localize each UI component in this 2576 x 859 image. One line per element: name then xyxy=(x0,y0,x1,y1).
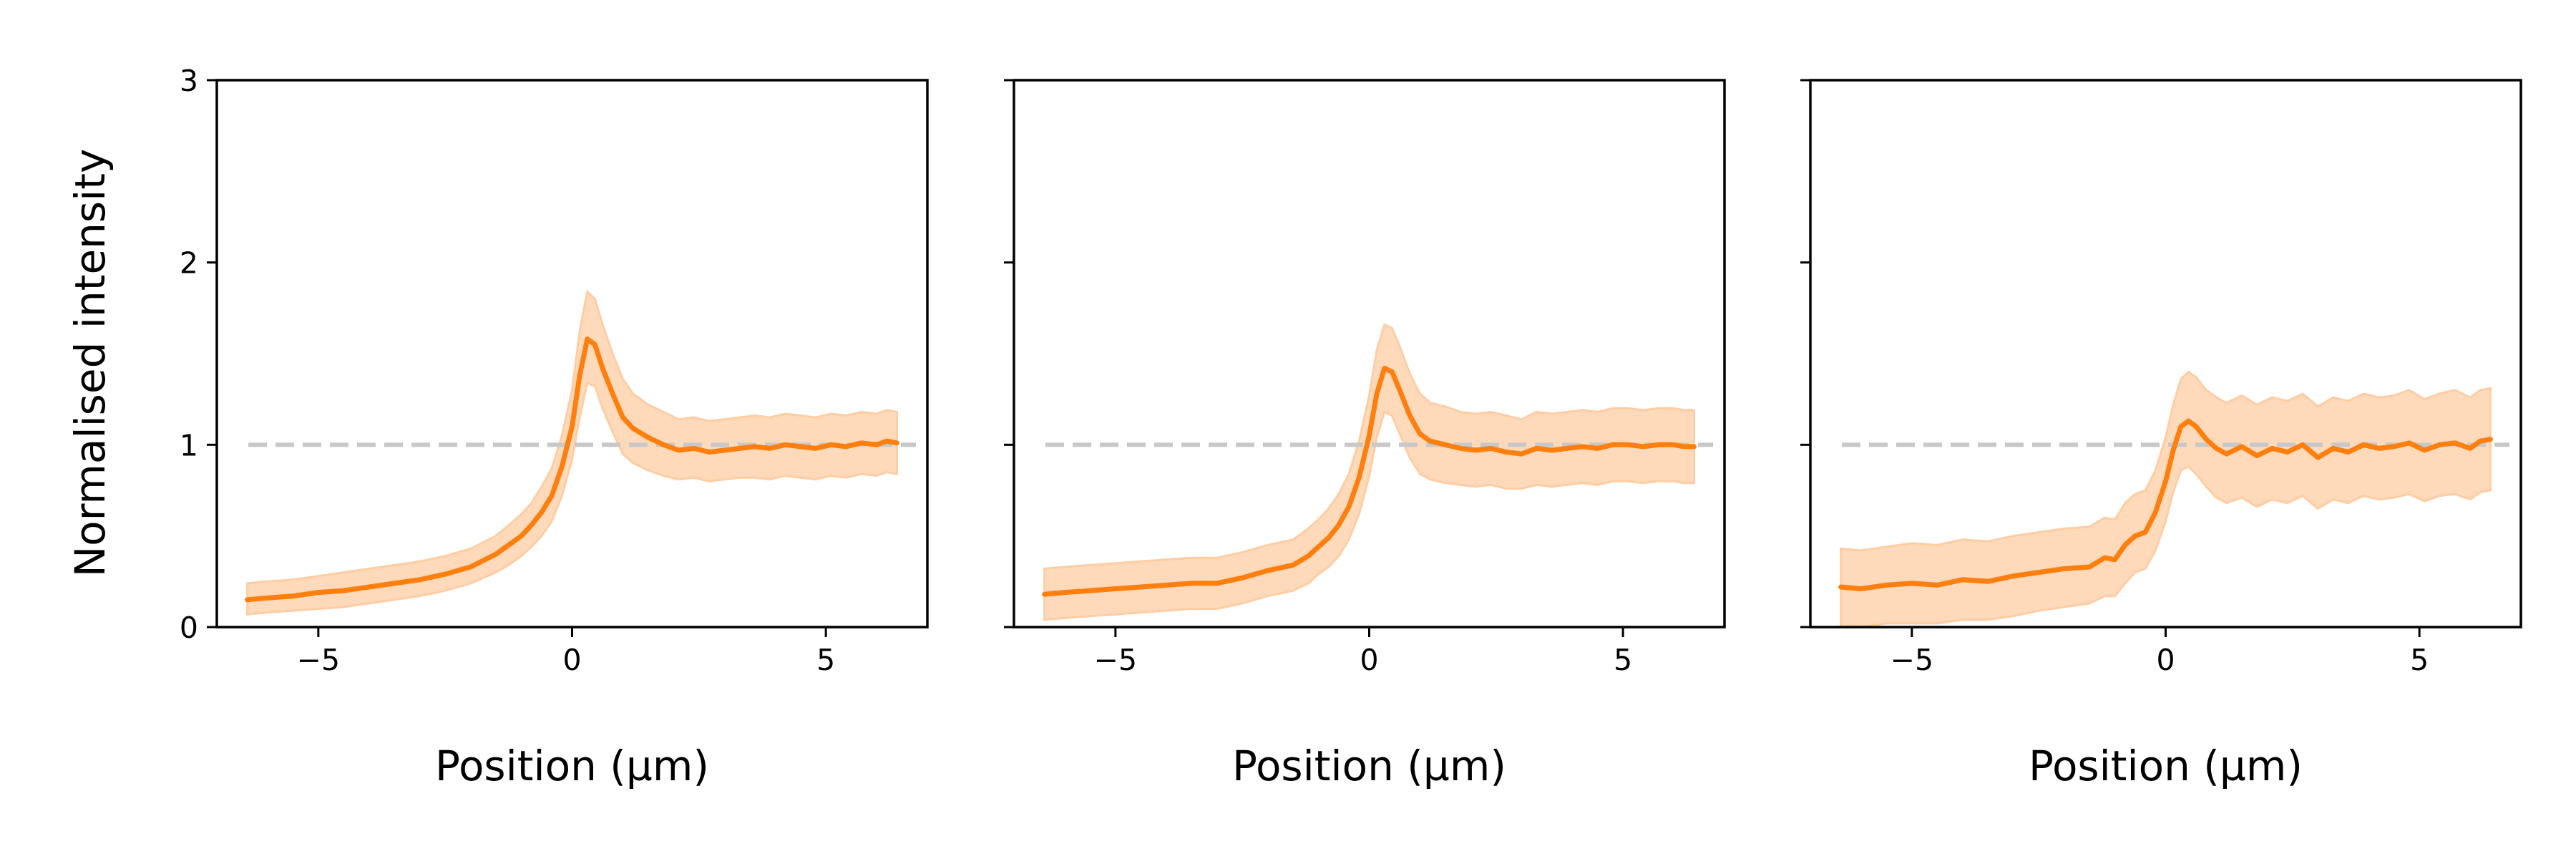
series-line xyxy=(1042,365,1697,597)
y-tick-label: 3 xyxy=(180,64,198,98)
x-axis-label: Position (µm) xyxy=(2029,742,2303,790)
error-band xyxy=(1840,370,2492,627)
x-tick-label: 5 xyxy=(816,643,835,677)
panel-2: −5 0 5 Position (µm) xyxy=(1004,79,1726,790)
series-line xyxy=(1838,418,2493,591)
y-tick-label: 1 xyxy=(180,428,198,462)
series-line xyxy=(245,336,899,603)
x-tick-label: 5 xyxy=(2410,643,2429,677)
x-axis-label: Position (µm) xyxy=(435,742,709,790)
x-tick-label: 5 xyxy=(1614,643,1632,677)
x-tick-label: −5 xyxy=(297,643,340,677)
y-tick-label: 0 xyxy=(180,611,198,645)
panel-1: −5 0 5 0 1 2 3 Position (µm) xyxy=(180,64,929,790)
x-axis-label: Position (µm) xyxy=(1232,742,1506,790)
error-band xyxy=(1043,323,1695,621)
error-band xyxy=(246,289,898,616)
y-axis-label: Normalised intensity xyxy=(66,149,114,578)
x-tick-label: −5 xyxy=(1890,643,1933,677)
x-tick-label: 0 xyxy=(1360,643,1378,677)
x-tick-label: 0 xyxy=(2156,643,2175,677)
y-tick-label: 2 xyxy=(180,246,198,281)
x-tick-label: 0 xyxy=(562,643,581,677)
panel-3: −5 0 5 Position (µm) xyxy=(1800,79,2522,790)
x-tick-label: −5 xyxy=(1094,643,1137,677)
